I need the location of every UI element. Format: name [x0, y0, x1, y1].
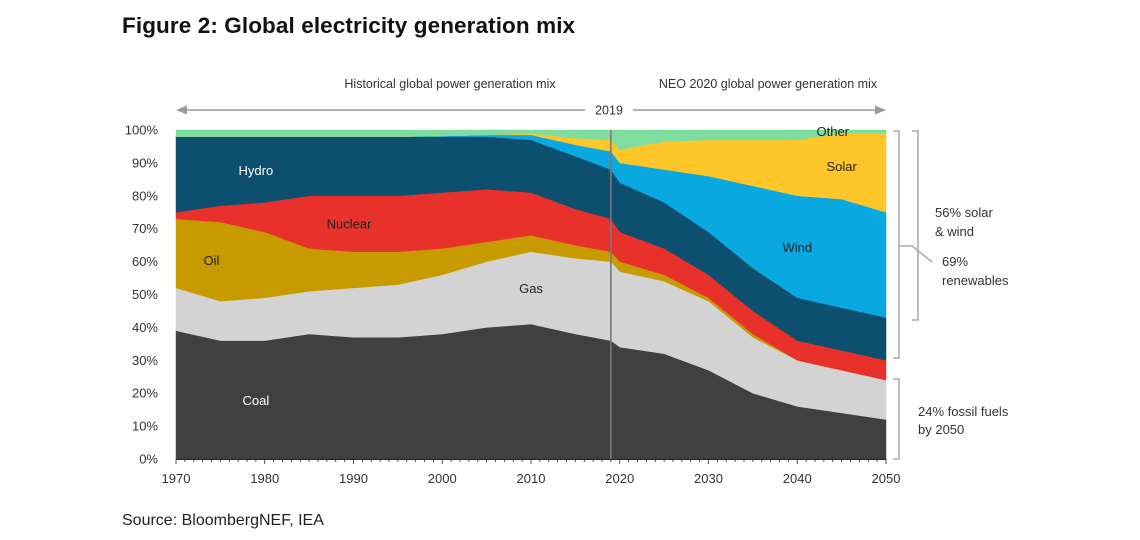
- solar-wind-bracket: [912, 130, 919, 321]
- fossil-bracket: [893, 378, 900, 460]
- y-tick-label: 20%: [132, 386, 158, 401]
- series-labels-group: Coal Gas Oil Nuclear Hydro Wind Solar Other: [204, 124, 858, 408]
- series-label-coal: Coal: [243, 393, 270, 408]
- series-label-gas: Gas: [519, 281, 543, 296]
- x-tick-label: 2000: [428, 471, 457, 486]
- y-tick-label: 70%: [132, 221, 158, 236]
- series-label-other: Other: [816, 124, 849, 139]
- y-tick-label: 30%: [132, 353, 158, 368]
- source-note: Source: BloombergNEF, IEA: [122, 512, 324, 529]
- y-tick-label: 90%: [132, 155, 158, 170]
- x-tick-label: 2020: [605, 471, 634, 486]
- x-tick-label: 1990: [339, 471, 368, 486]
- annotation-solar-wind-line1: 56% solar: [935, 205, 993, 220]
- x-tick-label: 2010: [517, 471, 546, 486]
- area-other: [175, 129, 887, 150]
- y-tick-label: 0%: [139, 452, 158, 467]
- annotation-renewables-line1: 69%: [942, 254, 968, 269]
- annotation-fossil-line1: 24% fossil fuels: [918, 404, 1009, 419]
- x-tick-label: 2050: [872, 471, 901, 486]
- x-tick-label: 2030: [694, 471, 723, 486]
- area-series-group: [175, 129, 887, 460]
- y-tick-label: 80%: [132, 188, 158, 203]
- annotation-solar-wind-line2: & wind: [935, 224, 974, 239]
- historical-period-label: Historical global power generation mix: [344, 77, 556, 91]
- annotation-renewables-line2: renewables: [942, 273, 1009, 288]
- series-label-solar: Solar: [826, 159, 857, 174]
- y-tick-label: 60%: [132, 254, 158, 269]
- renewables-bracket: [893, 130, 900, 359]
- annotations-group: 56% solar & wind 69% renewables 24% fossil f…: [893, 130, 1009, 460]
- y-tick-label: 10%: [132, 419, 158, 434]
- series-label-nuclear: Nuclear: [327, 217, 372, 232]
- divider-year-label: 2019: [595, 104, 623, 118]
- figure-title: Figure 2: Global electricity generation …: [122, 13, 576, 38]
- renewables-connector: [899, 245, 933, 263]
- arrow-left-head: [176, 105, 187, 115]
- x-tick-label: 1970: [162, 471, 191, 486]
- annotation-fossil-line2: by 2050: [918, 422, 964, 437]
- x-tick-label: 2040: [783, 471, 812, 486]
- x-tick-label: 1980: [250, 471, 279, 486]
- series-label-hydro: Hydro: [239, 163, 274, 178]
- period-header-group: Historical global power generation mix NE…: [176, 77, 886, 118]
- series-label-wind: Wind: [782, 240, 812, 255]
- y-tick-label: 40%: [132, 320, 158, 335]
- forecast-period-label: NEO 2020 global power generation mix: [659, 77, 878, 91]
- arrow-right-head: [875, 105, 886, 115]
- axes-group: 1970 1980 1990 2000 2010 2020 2030 2040 2050 0% 10…: [125, 123, 901, 487]
- y-tick-label: 50%: [132, 287, 158, 302]
- y-tick-label: 100%: [125, 123, 159, 138]
- series-label-oil: Oil: [204, 253, 220, 268]
